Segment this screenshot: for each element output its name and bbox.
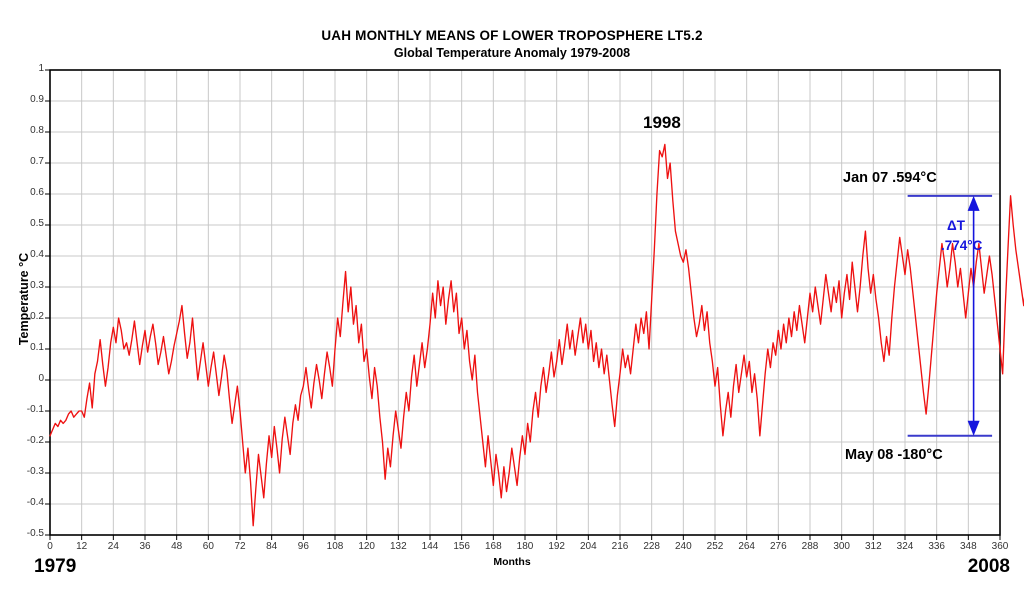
x-tick-label: 216 <box>611 541 629 552</box>
x-tick-label: 264 <box>738 541 755 552</box>
y-tick-label: 0.1 <box>30 342 44 353</box>
year-start-label: 1979 <box>34 556 77 577</box>
x-tick-label: 72 <box>234 541 246 552</box>
x-tick-label: 36 <box>139 541 151 552</box>
plot-frame <box>49 69 1001 536</box>
x-tick-label: 240 <box>674 541 692 552</box>
year-end-label: 2008 <box>967 556 1010 577</box>
x-tick-label: 84 <box>266 541 278 552</box>
y-tick-label: 0.3 <box>30 280 44 291</box>
y-tick-label: -0.5 <box>26 528 44 539</box>
y-tick-label: 0 <box>38 373 44 384</box>
chart-title-line2: Global Temperature Anomaly 1979-2008 <box>393 46 631 60</box>
x-tick-label: 156 <box>453 541 470 552</box>
x-tick-label: 300 <box>833 541 850 552</box>
x-tick-label: 288 <box>801 541 819 552</box>
x-tick-label: 12 <box>76 541 88 552</box>
y-tick-label: 0.6 <box>30 187 44 198</box>
x-tick-label: 48 <box>171 541 183 552</box>
annotation-bottom-value: May 08 -180°C <box>845 447 943 463</box>
x-tick-label: 228 <box>643 541 660 552</box>
x-tick-label: 144 <box>421 541 439 552</box>
x-tick-label: 312 <box>864 541 882 552</box>
grid-lines <box>50 70 1000 535</box>
x-tick-label: 24 <box>107 541 119 552</box>
x-tick-label: 96 <box>297 541 309 552</box>
temperature-anomaly-line <box>49 143 1024 527</box>
axis-tick-marks <box>45 69 1001 540</box>
y-tick-label: -0.2 <box>26 435 44 446</box>
x-tick-label: 336 <box>928 541 945 552</box>
x-tick-label: 120 <box>358 541 375 552</box>
x-tick-label: 348 <box>959 541 977 552</box>
annotation-top-value: Jan 07 .594°C <box>843 170 937 186</box>
x-tick-label: 204 <box>579 541 597 552</box>
chart-title-line1: UAH MONTHLY MEANS OF LOWER TROPOSPHERE L… <box>321 28 703 43</box>
x-tick-label: 192 <box>548 541 565 552</box>
y-tick-label: 0.9 <box>30 94 44 105</box>
y-tick-label: 1 <box>38 63 44 74</box>
y-tick-label: 0.2 <box>30 311 44 322</box>
x-tick-label: 180 <box>516 541 534 552</box>
annotation-delta-symbol: ΔT <box>947 218 965 233</box>
x-tick-label: 132 <box>389 541 407 552</box>
x-tick-label: 108 <box>326 541 344 552</box>
x-tick-label: 168 <box>484 541 502 552</box>
x-tick-label: 324 <box>896 541 914 552</box>
y-tick-label: 0.4 <box>30 249 44 260</box>
annotation-peak-year: 1998 <box>643 113 681 132</box>
x-tick-label: 0 <box>47 541 53 552</box>
y-tick-label: 0.5 <box>30 218 44 229</box>
y-tick-label: -0.4 <box>26 497 44 508</box>
y-tick-label: 0.7 <box>30 156 44 167</box>
reference-annotation-lines <box>907 194 993 437</box>
x-axis-label: Months <box>493 556 531 568</box>
y-tick-label: 0.8 <box>30 125 44 136</box>
x-tick-label: 276 <box>769 541 787 552</box>
x-tick-label: 360 <box>991 541 1009 552</box>
y-tick-label: -0.1 <box>26 404 44 415</box>
x-tick-label: 60 <box>202 541 214 552</box>
x-tick-label: 252 <box>706 541 724 552</box>
annotation-delta-value: .774°C <box>941 238 983 253</box>
y-tick-label: -0.3 <box>26 466 44 477</box>
